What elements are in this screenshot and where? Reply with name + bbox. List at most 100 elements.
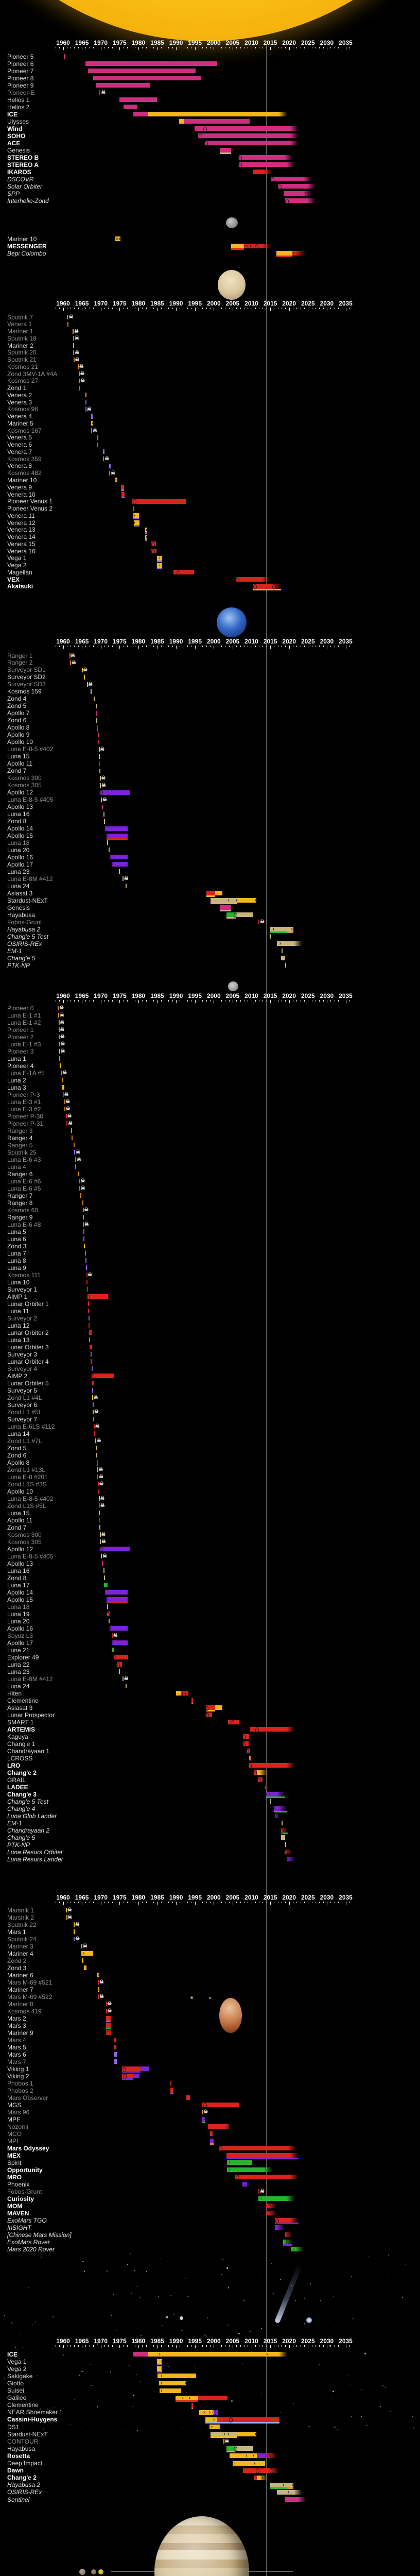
orbit-icon [257,1777,261,1783]
mission-bar [239,162,295,167]
timeline-tick [172,1902,173,1903]
mission-bar-substrip [175,2400,199,2402]
timeline-tick [127,1000,128,1002]
mission-bar-substrip [266,1797,286,1798]
mission-row-label: Mariner 7 [7,1986,33,1993]
star-dot [40,2257,42,2258]
timeline-year-label: 1980 [131,638,146,645]
mission-bar [226,2446,236,2453]
flyby-arrow-icon: › [250,243,252,249]
mission-row-label: Lunar Orbiter 4 [7,1358,49,1365]
mission-bar [191,1698,194,1704]
mission-bar [85,406,86,412]
landing-arrow-icon: ↓ [275,2224,278,2230]
orbit-icon [304,191,308,197]
mission-bar [159,2381,186,2386]
mission-bar [258,2196,295,2201]
mercury-image [226,217,238,228]
mission-bar-substrip [106,2021,111,2022]
star-dot [69,2424,71,2425]
mission-bar [99,90,100,95]
mission-bar [106,2009,107,2013]
mission-bar [101,1554,102,1558]
mission-bar [66,1915,67,1920]
timeline-tick [104,2345,106,2347]
skull-failure-icon: ☠ [84,1222,89,1227]
mission-bar [217,2417,279,2424]
flyby-arrow-icon: › [133,520,135,526]
mission-row-label: Luna 21 [7,1646,30,1654]
mission-bar [85,400,87,405]
mission-bar-substrip [133,525,139,527]
timeline-year-label: 2035 [339,638,353,645]
mission-row-label: Interhelio-Zond [7,197,49,205]
mission-row-label: Mars M-69 #521 [7,1978,52,1986]
timeline-tick [270,47,271,50]
timeline-year-label: 2005 [225,638,240,645]
timeline-tick [59,2345,60,2347]
timeline-year-label: 1965 [75,39,89,46]
timeline-tick [209,1000,211,1002]
orbit-icon [255,2468,259,2474]
orbit-icon [122,2074,127,2079]
mission-row-label: Phoenix [7,2180,30,2188]
mission-bar [270,2482,287,2489]
mission-bar [109,470,111,476]
mission-bar [133,520,139,527]
mission-bar [84,1251,86,1256]
timeline-tick [285,646,286,647]
mission-bar-substrip [170,2093,173,2094]
skull-failure-icon: ☠ [88,681,93,687]
mission-bar-substrip [202,2122,205,2123]
landing-arrow-icon: ↓ [106,832,109,838]
orbit-icon [275,2218,279,2224]
flyby-arrow-icon: › [261,2475,264,2481]
star-dot [389,2411,391,2413]
mission-row-label: Ranger 1 [7,652,33,659]
timeline-year-label: 1985 [150,39,164,46]
mission-bar [98,1496,100,1501]
mission-bar [210,898,237,905]
timeline-tick [187,2345,188,2347]
mission-row-label: Luna Glob Lander [7,1812,57,1820]
timeline-tick [176,1000,177,1003]
timeline-tick [138,47,139,50]
timeline-tick [289,1902,290,1905]
star-dot [81,2370,83,2372]
timeline-tick [270,308,271,311]
timeline-tick [202,1000,203,1002]
mission-bar-substrip [253,588,281,590]
mission-bar [284,2497,306,2502]
timeline-tick [127,646,128,647]
mission-row-label: Pioneer 3 [7,1047,34,1055]
mission-row-label: Marsnik 2 [7,1913,34,1921]
skull-failure-icon: ☠ [101,782,106,788]
mission-bar [93,1417,95,1421]
mission-bar-substrip [220,910,232,912]
mission-row-label: MPF [7,2115,21,2123]
timeline-tick [74,308,75,309]
orbit-icon [198,133,202,139]
flyby-arrow-icon: › [211,2424,213,2430]
mars-image [219,1998,242,2033]
mission-row-label: CONTOUR [7,2437,39,2445]
mission-bar [202,2117,205,2123]
mission-bar [118,869,120,874]
mission-row-label: Pioneer 1 [7,1026,34,1033]
mission-bar [100,783,101,788]
mission-row-label: Lunar Orbiter 2 [7,1329,49,1336]
mission-bar [157,2374,196,2379]
orbit-icon [219,2146,223,2151]
timeline-tick [119,1000,120,1003]
flyby-arrow-icon: › [203,2409,205,2415]
orbit-icon [205,1713,209,1718]
mission-row-label: Luna 4 [7,1163,26,1171]
mission-bar [97,1482,99,1486]
mission-row-label: Venera 15 [7,540,36,548]
mission-bar [77,364,79,369]
mission-row-label: Phobos 1 [7,2079,33,2087]
timeline-tick [285,1000,286,1002]
mission-row-label: GRAIL [7,1776,26,1784]
mission-row-label: MAVEN [7,2209,29,2217]
timeline-tick [349,2345,350,2347]
